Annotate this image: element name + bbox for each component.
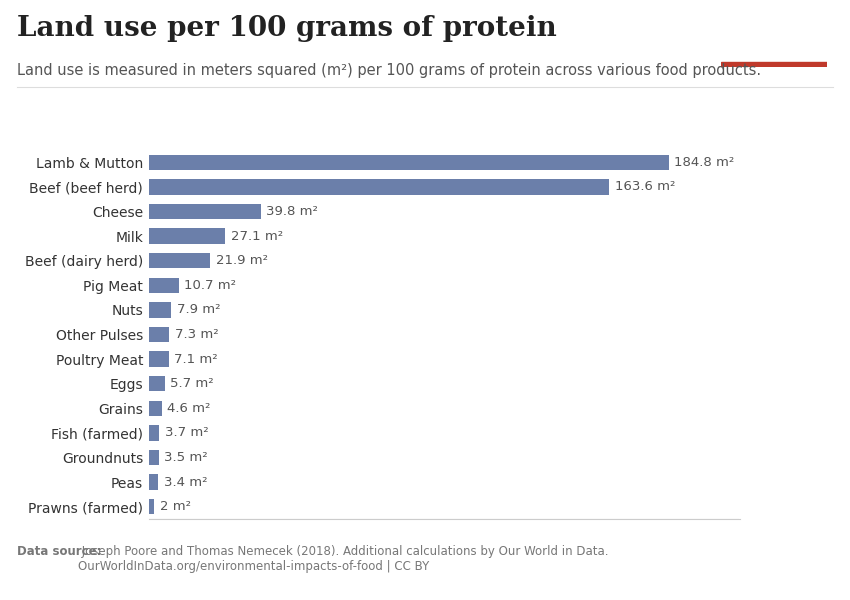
Text: 163.6 m²: 163.6 m² (615, 181, 675, 193)
Text: 21.9 m²: 21.9 m² (216, 254, 268, 267)
Bar (149, 327, 169, 342)
Text: Joseph Poore and Thomas Nemecek (2018). Additional calculations by Our World in : Joseph Poore and Thomas Nemecek (2018). … (78, 545, 609, 573)
Bar (149, 499, 155, 514)
Bar (721, 61, 827, 67)
Text: Our World: Our World (742, 19, 806, 29)
Text: 7.9 m²: 7.9 m² (177, 304, 220, 316)
Text: 27.1 m²: 27.1 m² (230, 230, 283, 242)
Text: 184.8 m²: 184.8 m² (674, 156, 734, 169)
Bar (149, 450, 159, 465)
Text: 3.7 m²: 3.7 m² (165, 427, 208, 439)
Bar (149, 425, 159, 440)
Bar (149, 401, 162, 416)
Text: 4.6 m²: 4.6 m² (167, 402, 211, 415)
Text: 10.7 m²: 10.7 m² (184, 279, 236, 292)
Text: 7.3 m²: 7.3 m² (175, 328, 218, 341)
Bar (149, 278, 178, 293)
Text: in Data: in Data (751, 37, 796, 47)
Text: Land use per 100 grams of protein: Land use per 100 grams of protein (17, 15, 557, 42)
Bar (149, 179, 609, 194)
Text: 7.1 m²: 7.1 m² (174, 353, 218, 365)
Text: Data source:: Data source: (17, 545, 101, 558)
Text: 2 m²: 2 m² (160, 500, 191, 513)
Bar (149, 376, 165, 391)
Bar (149, 155, 669, 170)
Bar (149, 475, 158, 490)
Bar (149, 352, 168, 367)
Text: 3.5 m²: 3.5 m² (164, 451, 208, 464)
Bar (149, 302, 171, 317)
Text: Land use is measured in meters squared (m²) per 100 grams of protein across vari: Land use is measured in meters squared (… (17, 63, 761, 78)
Bar (149, 204, 261, 219)
Bar (149, 229, 225, 244)
Bar (149, 253, 210, 268)
Text: 5.7 m²: 5.7 m² (170, 377, 214, 390)
Text: 3.4 m²: 3.4 m² (164, 476, 207, 488)
Text: 39.8 m²: 39.8 m² (266, 205, 318, 218)
